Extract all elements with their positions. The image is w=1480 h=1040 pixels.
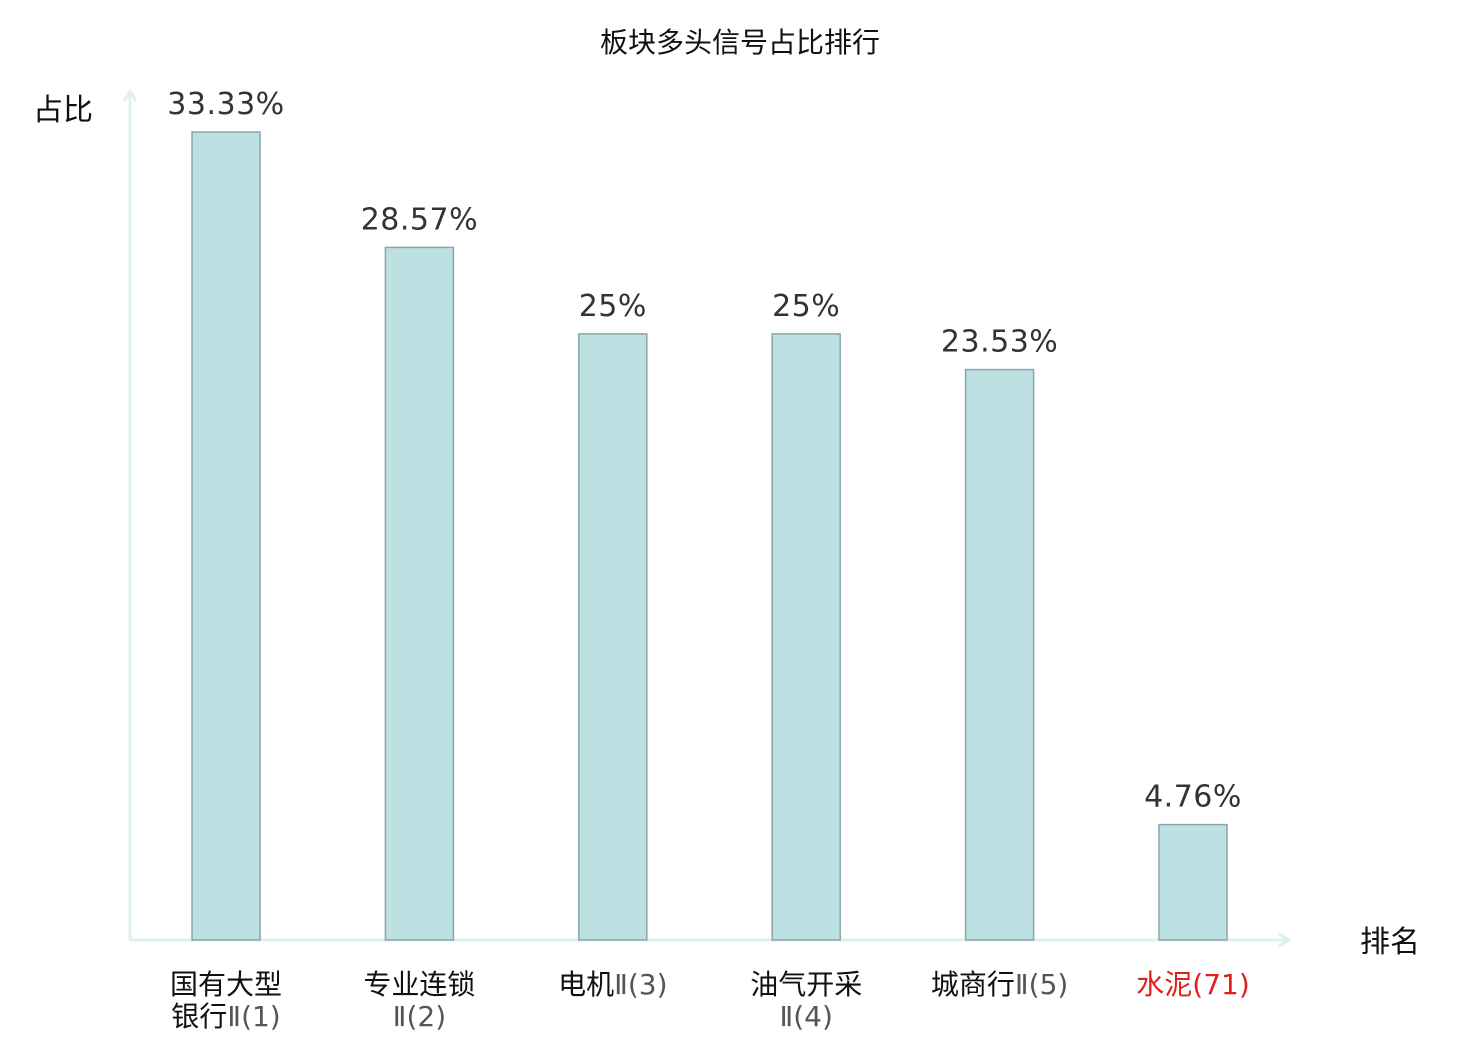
x-axis-label: 排名 <box>1360 925 1420 960</box>
bar-4 <box>771 333 841 941</box>
category-rank-text: Ⅱ(3) <box>614 968 667 1001</box>
category-main-text: 国有大型 <box>170 968 282 1001</box>
category-label-5: 城商行Ⅱ(5) <box>931 968 1068 1001</box>
y-axis-label: 占比 <box>33 93 93 128</box>
value-label-2: 28.57% <box>361 202 478 237</box>
category-rank-text: Ⅱ(2) <box>393 1000 446 1033</box>
category-name-6: 水泥(71) <box>1136 968 1250 1001</box>
category-main-text: 城商行 <box>931 968 1015 1001</box>
bars-layer <box>191 131 1228 941</box>
category-label-3: 电机Ⅱ(3) <box>558 968 667 1001</box>
value-label-6: 4.76% <box>1144 780 1242 815</box>
category-label-6: 水泥(71) <box>1136 968 1250 1001</box>
value-label-1: 33.33% <box>167 87 284 122</box>
category-main-text: 水泥 <box>1136 968 1192 1001</box>
category-rank-text: Ⅱ(1) <box>227 1000 280 1033</box>
category-rank-text: Ⅱ(5) <box>1015 968 1068 1001</box>
value-label-4: 25% <box>772 289 840 324</box>
value-label-3: 25% <box>579 289 647 324</box>
bar-3 <box>578 333 648 941</box>
category-rank-text: (71) <box>1192 968 1249 1001</box>
value-label-5: 23.53% <box>941 325 1058 360</box>
category-main-text: 电机 <box>558 968 614 1001</box>
bar-2 <box>384 246 455 941</box>
category-main-text: 专业连锁 <box>363 968 475 1001</box>
category-second-line: Ⅱ(4) <box>779 1000 832 1033</box>
bar-6 <box>1158 823 1228 941</box>
category-main-text: 油气开采 <box>750 968 862 1001</box>
bar-1 <box>191 131 261 941</box>
category-main-text-2: 银行 <box>171 1000 227 1033</box>
chart-title: 板块多头信号占比排行 <box>600 26 880 59</box>
category-name-3: 电机Ⅱ(3) <box>558 968 667 1001</box>
category-rank-text: Ⅱ(4) <box>779 1000 832 1033</box>
value-labels-layer: 33.33% 28.57% 25% 25% 23.53% 4.76% <box>167 87 1242 815</box>
bar-5 <box>964 368 1035 941</box>
category-name-5: 城商行Ⅱ(5) <box>931 968 1068 1001</box>
category-second-line: Ⅱ(2) <box>393 1000 446 1033</box>
category-second-line: 银行Ⅱ(1) <box>171 1000 280 1033</box>
